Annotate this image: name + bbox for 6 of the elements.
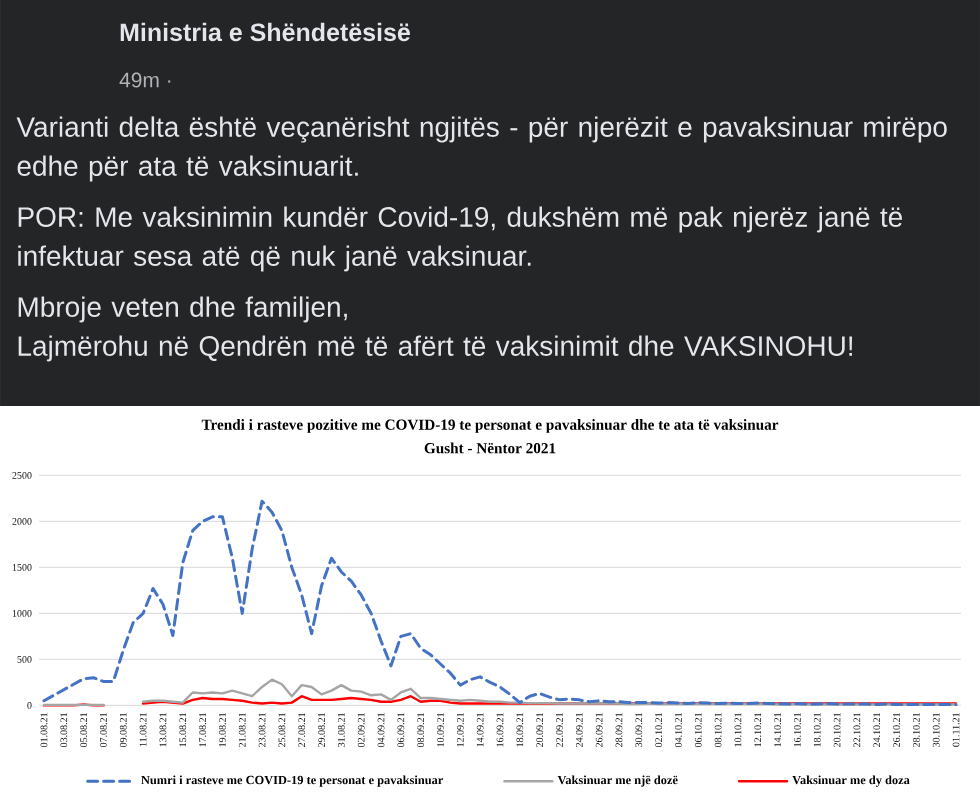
text: Mbroje veten dhe familjen, xyxy=(18,296,347,323)
text: 49m · xyxy=(119,72,171,88)
text: POR: Me vaksinimin kundër Covid-19, dukshëm më pak njerëz janë të infektuar sesa atë që nuk janë vaksinuar. xyxy=(18,206,903,272)
text: Varianti delta është veçanërisht ngjitës - për njerëzit e pavaksinuar mirëpo edhe për ata të vaksinuarit. xyxy=(16,116,947,182)
text: Ministria e Shëndetësisë xyxy=(120,22,410,42)
text: Lajmërohu në Qendrën më të afërt të vaksinimit dhe VAKSINOHU! xyxy=(18,335,853,362)
